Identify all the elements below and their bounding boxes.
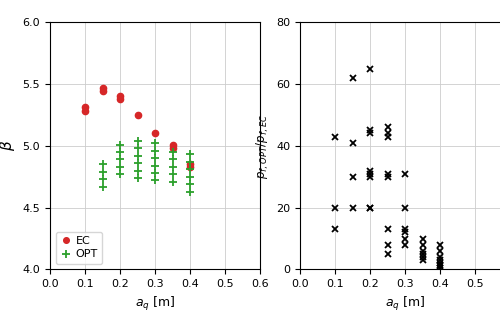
OPT: [152, 178, 158, 182]
OPT: [134, 161, 140, 165]
OPT: [152, 156, 158, 160]
Y-axis label: $\beta$: $\beta$: [0, 140, 17, 152]
OPT: [117, 158, 123, 161]
OPT: [152, 164, 158, 167]
OPT: [187, 152, 193, 156]
EC: [117, 97, 123, 101]
OPT: [134, 169, 140, 172]
OPT: [100, 185, 105, 189]
OPT: [134, 146, 140, 150]
X-axis label: $a_q$ [m]: $a_q$ [m]: [385, 295, 425, 313]
OPT: [134, 154, 140, 158]
Line: EC: EC: [82, 85, 193, 170]
OPT: [117, 172, 123, 176]
EC: [170, 146, 175, 150]
OPT: [170, 158, 175, 161]
EC: [187, 165, 193, 169]
OPT: [117, 143, 123, 146]
OPT: [187, 160, 193, 164]
EC: [100, 89, 105, 93]
OPT: [170, 172, 175, 176]
OPT: [117, 165, 123, 169]
OPT: [100, 163, 105, 166]
OPT: [117, 150, 123, 154]
EC: [82, 109, 88, 113]
Line: OPT: OPT: [98, 137, 194, 196]
OPT: [170, 180, 175, 184]
OPT: [170, 150, 175, 154]
OPT: [134, 139, 140, 143]
EC: [170, 143, 175, 146]
OPT: [152, 171, 158, 175]
OPT: [170, 165, 175, 169]
EC: [152, 132, 158, 135]
OPT: [100, 170, 105, 174]
OPT: [134, 176, 140, 180]
Y-axis label: $p_{f,\,OPT}/p_{f,\,EC}$: $p_{f,\,OPT}/p_{f,\,EC}$: [254, 113, 270, 178]
EC: [100, 86, 105, 90]
OPT: [187, 182, 193, 186]
OPT: [100, 177, 105, 181]
OPT: [187, 167, 193, 171]
OPT: [187, 175, 193, 179]
Legend: EC, OPT: EC, OPT: [56, 232, 102, 264]
EC: [187, 163, 193, 166]
X-axis label: $a_q$ [m]: $a_q$ [m]: [135, 295, 175, 313]
EC: [82, 106, 88, 109]
EC: [134, 113, 140, 117]
OPT: [152, 141, 158, 145]
OPT: [187, 190, 193, 193]
EC: [117, 94, 123, 98]
OPT: [152, 149, 158, 153]
